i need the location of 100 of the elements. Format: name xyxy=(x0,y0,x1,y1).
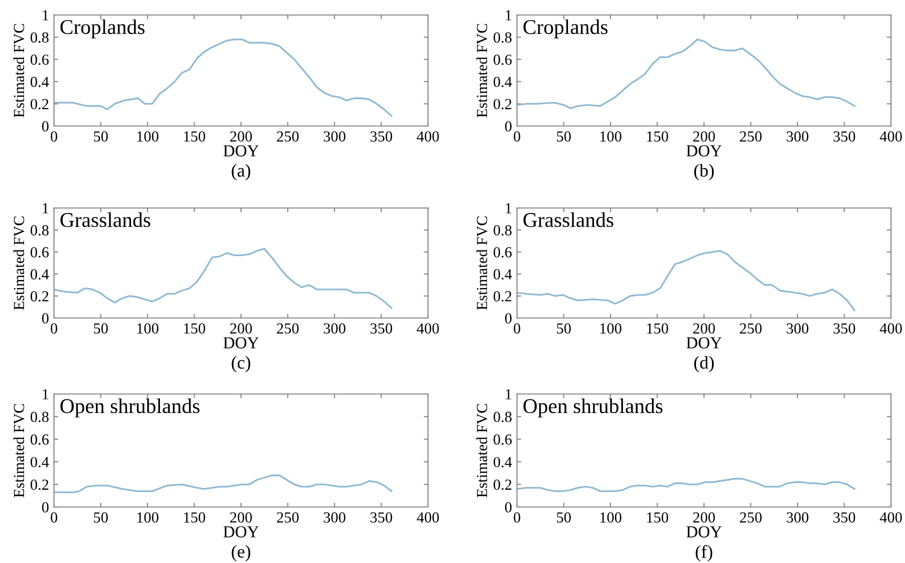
x-axis-title: DOY xyxy=(686,337,722,348)
y-tick-label: 0.4 xyxy=(494,76,512,88)
x-tick-label: 300 xyxy=(324,323,346,334)
y-tick-label: 0.2 xyxy=(494,480,512,490)
y-tick-label: 0.8 xyxy=(30,32,49,43)
y-tick-label: 0.2 xyxy=(494,98,512,110)
x-tick-label: 250 xyxy=(740,323,762,334)
x-tick-label: 100 xyxy=(600,512,622,523)
text: (b) xyxy=(694,164,714,180)
y-tick-label: 0.2 xyxy=(30,480,48,490)
line-series xyxy=(517,250,856,312)
y-tick-label: 0.6 xyxy=(30,434,49,445)
y-tick-label: 1 xyxy=(506,389,512,400)
y-tick-label: 0 xyxy=(505,313,512,324)
x-tick-label: 200 xyxy=(230,131,252,142)
x-tick-label: 100 xyxy=(137,131,158,142)
x-tick-label: 0 xyxy=(514,512,520,523)
y-tick-label: 1 xyxy=(42,203,48,214)
x-tick-label: 150 xyxy=(184,131,206,142)
y-tick-label: 1 xyxy=(506,10,512,20)
x-tick-label: 200 xyxy=(230,323,252,334)
x-tick-label: 100 xyxy=(600,131,622,142)
y-tick-label: 0.6 xyxy=(494,434,512,445)
y-tick-label: 0.6 xyxy=(30,54,49,65)
y-tick-label: 0.8 xyxy=(494,225,512,236)
x-axis-title: DOY xyxy=(686,526,722,538)
y-axis-title: Estimated FVC xyxy=(13,24,24,118)
x-tick-label: 50 xyxy=(94,512,108,523)
line-series xyxy=(517,38,856,110)
x-tick-label: 200 xyxy=(230,512,252,523)
x-tick-label: 350 xyxy=(370,512,392,523)
y-axis-title: Estimated FVC xyxy=(476,24,488,118)
y-axis-title: Estimated FVC xyxy=(476,404,488,498)
chart-title: Grasslands xyxy=(60,212,150,228)
x-tick-label: 0 xyxy=(50,131,58,142)
x-tick-label: 300 xyxy=(786,512,808,523)
line-series xyxy=(54,248,392,309)
y-tick-label: 0.4 xyxy=(494,456,512,468)
x-axis-title: DOY xyxy=(223,526,259,538)
x-tick-label: 350 xyxy=(834,131,856,142)
text: (e) xyxy=(232,545,250,562)
y-tick-label: 0.8 xyxy=(30,412,49,422)
y-tick-label: 0.2 xyxy=(494,291,512,302)
y-axis-title: Estimated FVC xyxy=(13,216,24,310)
x-tick-label: 150 xyxy=(184,323,206,334)
x-tick-label: 400 xyxy=(880,512,902,523)
y-tick-label: 0 xyxy=(42,502,49,512)
x-tick-label: 100 xyxy=(600,323,622,334)
y-tick-label: 0.4 xyxy=(30,269,49,280)
line-series xyxy=(54,38,392,117)
x-tick-label: 300 xyxy=(786,131,808,142)
y-tick-label: 0.6 xyxy=(494,247,512,258)
x-tick-label: 200 xyxy=(693,512,715,523)
y-tick-label: 1 xyxy=(506,203,512,214)
y-tick-label: 0.4 xyxy=(494,269,512,280)
x-tick-label: 400 xyxy=(880,131,902,142)
y-tick-label: 0 xyxy=(42,121,49,132)
x-tick-label: 400 xyxy=(416,131,439,142)
x-tick-label: 50 xyxy=(94,323,108,334)
x-tick-label: 300 xyxy=(786,323,808,334)
x-tick-label: 350 xyxy=(834,512,856,523)
y-tick-label: 0.6 xyxy=(494,54,512,65)
x-tick-label: 50 xyxy=(557,323,571,334)
x-tick-label: 250 xyxy=(740,131,762,142)
x-tick-label: 350 xyxy=(370,131,392,142)
x-tick-label: 350 xyxy=(370,323,392,334)
y-axis-title: Estimated FVC xyxy=(13,404,24,498)
text: (d) xyxy=(694,356,714,372)
x-tick-label: 400 xyxy=(416,512,439,523)
x-tick-label: 0 xyxy=(514,131,520,142)
y-tick-label: 0.2 xyxy=(30,291,48,302)
x-tick-label: 250 xyxy=(276,131,299,142)
x-tick-label: 400 xyxy=(880,323,902,334)
x-axis-title: DOY xyxy=(223,145,259,156)
x-axis-title: DOY xyxy=(223,337,259,348)
chart-title: Grasslands xyxy=(523,212,614,228)
x-tick-label: 150 xyxy=(184,512,206,523)
y-tick-label: 0.8 xyxy=(494,412,512,422)
x-tick-label: 400 xyxy=(416,323,439,334)
text: (c) xyxy=(232,356,250,372)
y-tick-label: 0 xyxy=(505,121,512,132)
x-tick-label: 200 xyxy=(693,131,715,142)
x-tick-label: 250 xyxy=(276,512,299,523)
x-tick-label: 100 xyxy=(137,323,158,334)
chart-title: Open shrublands xyxy=(60,398,200,418)
chart-title: Croplands xyxy=(523,19,608,38)
x-tick-label: 250 xyxy=(740,512,762,523)
y-tick-label: 1 xyxy=(42,389,48,400)
x-tick-label: 300 xyxy=(324,131,346,142)
x-tick-label: 300 xyxy=(324,512,346,523)
y-tick-label: 0.4 xyxy=(30,456,49,468)
x-tick-label: 150 xyxy=(647,131,668,142)
chart-title: Open shrublands xyxy=(523,398,662,418)
y-tick-label: 0.4 xyxy=(30,76,49,88)
x-tick-label: 150 xyxy=(647,323,668,334)
text: (f) xyxy=(696,545,712,562)
y-axis-title: Estimated FVC xyxy=(476,216,488,310)
x-tick-label: 0 xyxy=(514,323,520,334)
x-tick-label: 200 xyxy=(693,323,715,334)
x-tick-label: 50 xyxy=(557,131,571,142)
